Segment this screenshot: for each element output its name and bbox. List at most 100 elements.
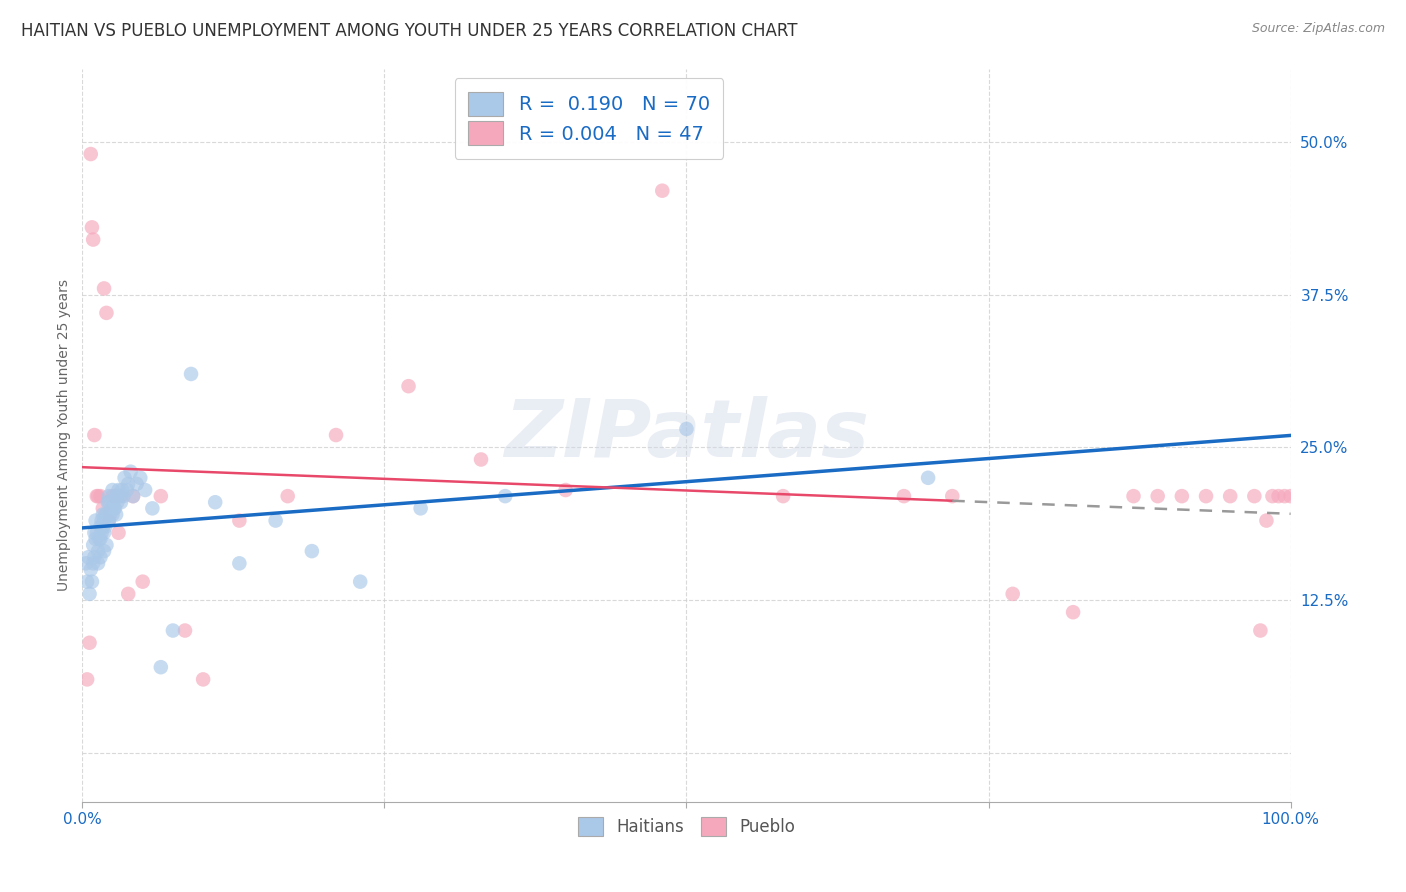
Point [893,489,915,503]
Point [84,514,107,528]
Point [651,184,673,198]
Point [89,519,111,533]
Point [90,514,112,528]
Point [89,532,111,546]
Point [1243,489,1265,503]
Point [1261,489,1284,503]
Point [103,501,125,516]
Point [91,519,114,533]
Text: ZIPatlas: ZIPatlas [503,396,869,474]
Point [772,489,794,503]
Point [1219,489,1241,503]
Point [100,501,122,516]
Point [1279,489,1302,503]
Point [90,525,112,540]
Point [301,544,323,558]
Point [141,501,163,516]
Point [1267,489,1289,503]
Point [80,562,103,576]
Point [82,233,104,247]
Point [84,532,107,546]
Point [131,574,153,589]
Point [1171,489,1194,503]
Point [398,379,420,393]
Point [101,508,124,522]
Point [917,471,939,485]
Point [1256,514,1278,528]
Point [97,514,120,528]
Point [174,624,197,638]
Point [1146,489,1168,503]
Point [98,508,121,522]
Point [80,574,103,589]
Point [83,550,105,565]
Point [86,525,108,540]
Point [134,483,156,497]
Point [79,636,101,650]
Point [94,519,117,533]
Point [204,495,226,509]
Text: HAITIAN VS PUEBLO UNEMPLOYMENT AMONG YOUTH UNDER 25 YEARS CORRELATION CHART: HAITIAN VS PUEBLO UNEMPLOYMENT AMONG YOU… [21,22,797,40]
Point [120,465,142,479]
Point [108,489,131,503]
Point [264,514,287,528]
Point [110,489,132,503]
Point [149,489,172,503]
Point [115,483,138,497]
Point [104,501,127,516]
Point [129,471,152,485]
Point [125,477,148,491]
Point [91,508,114,522]
Point [96,508,118,522]
Point [101,483,124,497]
Text: Source: ZipAtlas.com: Source: ZipAtlas.com [1251,22,1385,36]
Point [77,550,100,565]
Point [97,489,120,503]
Point [91,501,114,516]
Point [191,673,214,687]
Point [101,489,124,503]
Point [494,489,516,503]
Point [554,483,576,497]
Point [76,673,98,687]
Point [409,501,432,516]
Point [228,514,250,528]
Point [83,428,105,442]
Point [96,538,118,552]
Point [110,495,132,509]
Y-axis label: Unemployment Among Youth under 25 years: Unemployment Among Youth under 25 years [58,279,72,591]
Point [93,281,115,295]
Point [107,483,129,497]
Point [97,514,120,528]
Point [277,489,299,503]
Point [107,525,129,540]
Point [82,557,104,571]
Point [83,525,105,540]
Point [87,557,110,571]
Point [1249,624,1271,638]
Point [80,147,103,161]
Point [86,489,108,503]
Point [104,489,127,503]
Point [97,495,120,509]
Point [105,495,128,509]
Point [87,544,110,558]
Point [112,489,135,503]
Point [470,452,492,467]
Point [1062,605,1084,619]
Point [228,557,250,571]
Point [82,538,104,552]
Point [111,483,134,497]
Point [325,428,347,442]
Point [114,471,136,485]
Point [93,544,115,558]
Point [941,489,963,503]
Point [79,587,101,601]
Point [89,489,111,503]
Point [80,220,103,235]
Point [122,489,145,503]
Point [105,508,128,522]
Point [180,367,202,381]
Point [149,660,172,674]
Point [89,550,111,565]
